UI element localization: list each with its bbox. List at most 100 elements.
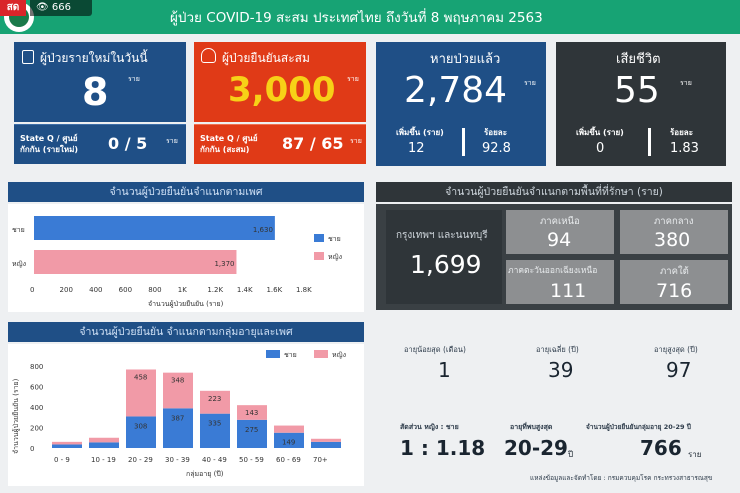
deaths-divider: [648, 128, 651, 156]
age-ylabel: จำนวนผู้ป่วยยืนยัน (ราย): [12, 378, 20, 454]
deaths-inc-value: 0: [596, 141, 605, 156]
card-new-cases: [14, 42, 186, 122]
recovered-pct-label: ร้อยละ: [484, 128, 507, 137]
age-ytick-1: 200: [30, 425, 43, 433]
region-bkk-tile: [386, 210, 502, 304]
deaths-unit: ราย: [680, 79, 692, 87]
stat-ratio-value: 1 : 1.18: [400, 436, 486, 460]
gender-xtick-3: 600: [119, 286, 132, 294]
stat-top-age-label: อายุที่พบสูงสุด: [510, 423, 553, 431]
gender-legend-swatch-1: [314, 252, 324, 260]
deaths-label: เสียชีวิต: [616, 52, 661, 67]
age-chart: 0 200 400 600 800 0 - 9 10 - 19 308 458 20 - 29 38…: [12, 350, 346, 478]
age-label-female-4: 223: [208, 395, 221, 403]
recovered-divider: [462, 128, 465, 156]
age-bar-male-6: [274, 432, 304, 448]
card-deaths: [556, 42, 726, 166]
age-legend-label-0: ชาย: [284, 351, 297, 359]
age-bar-male-3: [163, 408, 193, 448]
recovered-pct-value: 92.8: [482, 141, 511, 156]
stat-min-age-label: อายุน้อยสุด (เดือน): [404, 345, 466, 354]
age-bar-female-4: [200, 390, 230, 414]
person-icon: [201, 48, 216, 63]
age-xtick-6: 60 - 69: [276, 456, 301, 464]
new-sq-label: State Q / ศูนย์กักกัน (รายใหม่): [20, 134, 79, 154]
region-central-value: 380: [654, 229, 691, 251]
gender-bar-1: [34, 250, 237, 274]
age-label-male-5: 275: [245, 426, 258, 434]
age-label-male-4: 335: [208, 420, 221, 428]
gender-data-label-0: 1,630: [253, 226, 273, 234]
card-cumulative: [194, 42, 366, 122]
age-xtick-7: 70+: [313, 456, 328, 464]
age-label-male-6: 149: [282, 439, 295, 447]
age-ytick-2: 400: [30, 404, 43, 412]
cumulative-sq-label: State Q / ศูนย์กักกัน (สะสม): [200, 134, 258, 154]
gender-legend-label-0: ชาย: [328, 235, 341, 243]
stat-top-age-unit: ปี: [568, 450, 574, 459]
age-ytick-4: 800: [30, 363, 43, 371]
stat-ratio-label: สัดส่วน หญิง : ชาย: [400, 423, 459, 431]
age-xtick-2: 20 - 29: [128, 456, 153, 464]
age-bar-female-6: [274, 425, 304, 433]
age-legend-swatch-0: [266, 350, 280, 358]
region-north-label: ภาคเหนือ: [540, 216, 580, 227]
new-sq-value: 0 / 5: [108, 134, 148, 153]
region-bkk-value: 1,699: [410, 250, 482, 279]
recovered-inc-label: เพิ่มขึ้น (ราย): [396, 128, 444, 137]
age-legend-label-1: หญิง: [332, 351, 346, 359]
age-bar-male-5: [237, 419, 267, 448]
gender-legend-swatch-0: [314, 234, 324, 242]
recovered-label: หายป่วยแล้ว: [430, 52, 501, 67]
page-title: ผู้ป่วย COVID-19 สะสม ประเทศไทย ถึงวันที…: [170, 10, 543, 26]
new-cases-label: ผู้ป่วยรายใหม่ในวันนี้: [40, 51, 148, 65]
age-bar-male-7: [311, 441, 341, 448]
region-north-tile: [506, 210, 614, 254]
cumulative-sq-unit: ราย: [350, 137, 362, 145]
age-xtick-5: 50 - 59: [239, 456, 264, 464]
stat-max-age-label: อายุสูงสุด (ปี): [654, 345, 698, 354]
recovered-unit: ราย: [524, 79, 536, 87]
gender-bar-0: [34, 216, 275, 240]
gender-xtick-4: 800: [148, 286, 161, 294]
age-bar-female-3: [163, 372, 193, 409]
age-xtick-3: 30 - 39: [165, 456, 190, 464]
gender-chart-title: จำนวนผู้ป่วยยืนยันจำแนกตามเพศ: [8, 182, 364, 202]
stat-top-count-value: 766: [640, 436, 682, 460]
age-legend-swatch-1: [314, 350, 328, 358]
age-bar-male-1: [89, 442, 119, 448]
age-label-male-3: 387: [171, 414, 184, 422]
age-bar-female-1: [89, 437, 119, 443]
stat-avg-age-label: อายุเฉลี่ย (ปี): [536, 345, 579, 354]
deaths-inc-label: เพิ่มขึ้น (ราย): [576, 128, 624, 137]
gender-chart: ชาย 1,630 หญิง 1,370 0 200 400 600 800 1K 1.2K 1.4K…: [12, 216, 342, 308]
viewer-count: 👁 666: [30, 0, 92, 16]
cumulative-value: 3,000: [228, 70, 336, 110]
card-recovered: [376, 42, 546, 166]
age-bar-male-2: [126, 416, 156, 448]
gender-xtick-8: 1.6K: [266, 286, 282, 294]
age-bar-female-5: [237, 405, 267, 420]
gender-data-label-1: 1,370: [214, 260, 234, 268]
deaths-value: 55: [614, 70, 660, 111]
region-title: จำนวนผู้ป่วยยืนยันจำแนกตามพื้นที่ที่รักษ…: [376, 182, 732, 202]
region-south-label: ภาคใต้: [660, 266, 689, 277]
gender-xtick-1: 200: [60, 286, 73, 294]
region-northeast-value: 111: [550, 280, 587, 302]
region-south-tile: [620, 260, 728, 304]
source-note: แหล่งข้อมูลและจัดทำโดย : กรมควบคุมโรค กร…: [530, 474, 713, 482]
stat-top-count-label: จำนวนผู้ป่วยยืนยันกลุ่มอายุ 20-29 ปี: [586, 423, 691, 431]
age-ytick-3: 600: [30, 384, 43, 392]
region-south-value: 716: [656, 280, 693, 302]
stat-avg-age-value: 39: [548, 358, 574, 382]
clipboard-icon: [22, 50, 34, 64]
gender-cat-label-0: ชาย: [12, 226, 25, 234]
gender-xtick-6: 1.2K: [207, 286, 223, 294]
stat-max-age-value: 97: [666, 358, 692, 382]
age-ytick-0: 0: [30, 445, 34, 453]
age-xtick-0: 0 - 9: [54, 456, 70, 464]
age-label-female-3: 348: [171, 377, 184, 385]
stat-min-age-value: 1: [438, 358, 451, 382]
stat-top-count-unit: ราย: [688, 450, 702, 459]
gender-xtick-0: 0: [30, 286, 34, 294]
